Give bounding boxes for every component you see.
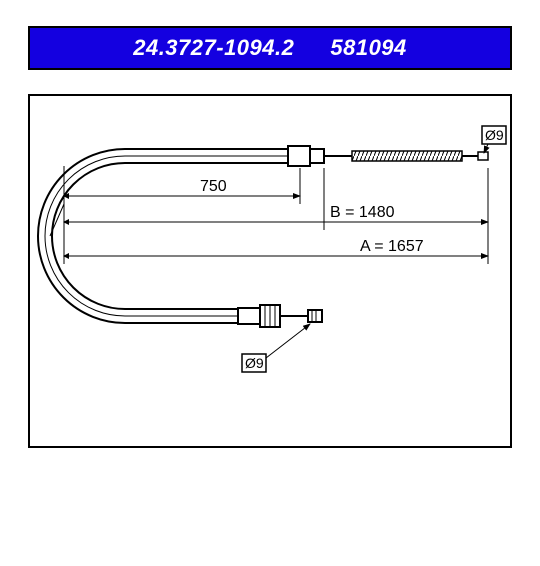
- dim-a: A = 1657: [360, 238, 424, 255]
- dim-750: 750: [200, 178, 227, 195]
- part-number: 24.3727-1094.2: [133, 35, 294, 61]
- ref-number: 581094: [330, 35, 406, 61]
- part-header: 24.3727-1094.2 581094: [28, 26, 512, 70]
- cable-diagram: Ø9 Ø9 750 B = 1480 A = 1657: [30, 96, 510, 446]
- diameter-bottom-label: Ø9: [245, 355, 264, 371]
- diameter-right-label: Ø9: [485, 127, 504, 143]
- technical-drawing: Ø9 Ø9 750 B = 1480 A = 1657: [28, 94, 512, 448]
- dim-b: B = 1480: [330, 204, 395, 221]
